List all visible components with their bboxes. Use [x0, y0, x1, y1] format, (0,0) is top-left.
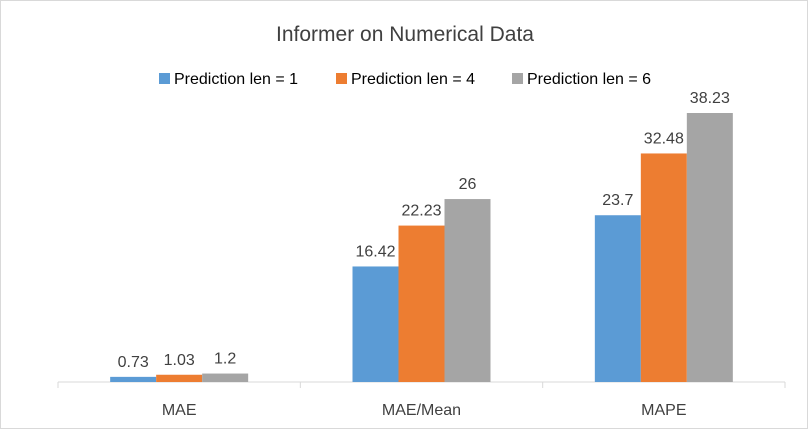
category-label: MAE	[162, 402, 197, 419]
bar-mape-series-1	[594, 215, 641, 382]
bar-mae-series-2	[156, 374, 203, 382]
legend-label-2: Prediction len = 4	[351, 71, 475, 88]
legend-label-1: Prediction len = 1	[174, 71, 298, 88]
data-label: 26	[459, 176, 477, 193]
bar-mae-mean-series-3	[444, 199, 491, 382]
data-label: 1.2	[214, 351, 236, 368]
data-label: 23.7	[602, 192, 633, 209]
legend-swatch-3	[512, 73, 523, 84]
bar-mae-series-3	[202, 373, 249, 382]
category-label: MAE/Mean	[382, 402, 461, 419]
bar-mape-series-3	[686, 113, 733, 382]
bar-mae-series-1	[110, 376, 157, 382]
legend-label-3: Prediction len = 6	[527, 71, 651, 88]
bars	[110, 113, 733, 382]
legend-swatch-2	[336, 73, 347, 84]
category-labels: MAE MAE/Mean MAPE	[57, 382, 786, 419]
legend: Prediction len = 1 Prediction len = 4 Pred…	[159, 71, 651, 88]
data-label: 0.73	[118, 354, 149, 371]
category-label: MAPE	[641, 402, 686, 419]
bar-mae-mean-series-2	[398, 225, 445, 382]
bar-mae-mean-series-1	[352, 266, 399, 382]
legend-swatch-1	[159, 73, 170, 84]
data-label: 16.42	[355, 243, 395, 260]
data-labels: 0.73 1.03 1.2 16.42 22.23 26 23.7 32.48 38.23	[118, 90, 730, 371]
data-label: 1.03	[164, 352, 195, 369]
data-label: 32.48	[644, 130, 684, 147]
bar-mape-series-2	[640, 153, 687, 382]
data-label: 38.23	[690, 90, 730, 107]
chart-title: Informer on Numerical Data	[276, 23, 534, 46]
data-label: 22.23	[401, 203, 441, 220]
